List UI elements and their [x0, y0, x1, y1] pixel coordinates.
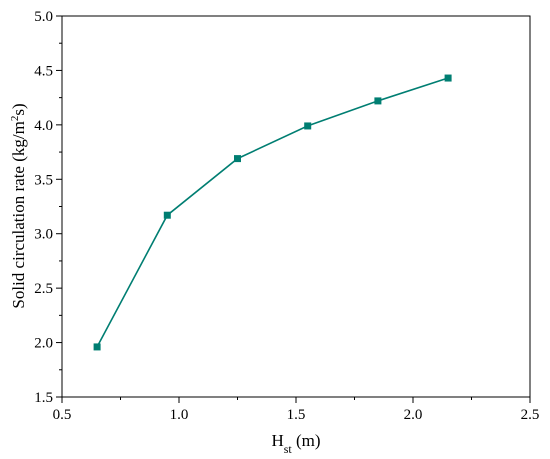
- y-tick-label: 3.0: [34, 227, 53, 243]
- data-point-marker: [444, 74, 452, 82]
- data-point-marker: [374, 97, 382, 105]
- y-tick-label: 4.0: [34, 118, 53, 134]
- series-line: [96, 77, 449, 348]
- x-tick-label: 0.5: [53, 407, 72, 423]
- x-axis-label-subscript: st: [284, 442, 293, 456]
- y-tick-label: 1.5: [34, 390, 53, 406]
- x-axis-ticks: 0.5 1.0 1.5 2.0 2.5: [53, 397, 540, 423]
- x-tick-label: 1.0: [170, 407, 189, 423]
- y-axis-label-superscript: 2: [9, 116, 21, 122]
- y-tick-label: 2.5: [34, 281, 53, 297]
- data-point-marker: [163, 211, 171, 219]
- data-point-marker: [234, 155, 241, 163]
- y-axis-ticks: 1.5 2.0 2.5 3.0 3.5 4.0 4.5 5.0: [34, 9, 62, 406]
- y-axis-label-unit: s): [9, 103, 28, 115]
- x-tick-label: 2.5: [521, 407, 540, 423]
- x-tick-label: 1.5: [287, 407, 306, 423]
- series-layer: [93, 74, 452, 351]
- x-axis-label-main: H: [271, 431, 283, 450]
- y-tick-label: 4.5: [34, 63, 53, 79]
- x-tick-label: 2.0: [404, 407, 423, 423]
- y-axis-label-main: Solid circulation rate (kg/m: [9, 121, 28, 308]
- y-tick-label: 3.5: [34, 172, 53, 188]
- data-point-marker: [93, 343, 101, 351]
- y-tick-label: 2.0: [34, 336, 53, 352]
- plot-frame: [61, 15, 531, 398]
- x-axis-label-unit: (m): [292, 431, 321, 450]
- y-axis-label: Solid circulation rate (kg/m2s): [9, 103, 28, 308]
- data-point-marker: [304, 122, 312, 130]
- x-axis-label: Hst (m): [271, 431, 320, 456]
- y-tick-label: 5.0: [34, 9, 53, 25]
